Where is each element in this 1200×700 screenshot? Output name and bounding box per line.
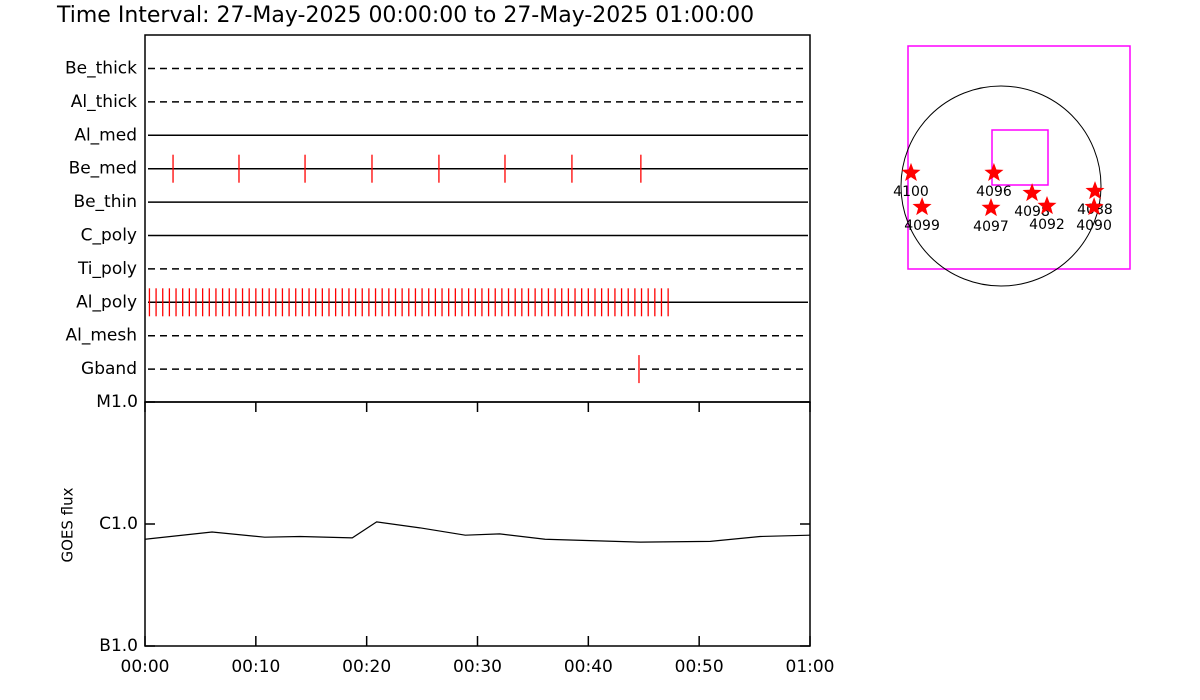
y-tick-label: M1.0 xyxy=(96,392,138,412)
region-label: 4097 xyxy=(973,219,1009,235)
region-marker xyxy=(1084,197,1104,216)
region-marker xyxy=(981,198,1001,217)
x-tick-label: 00:50 xyxy=(675,657,724,677)
region-label: 4098 xyxy=(1014,204,1050,220)
y-tick-label: C1.0 xyxy=(99,514,138,534)
y-tick-label: B1.0 xyxy=(99,636,138,656)
goes-line xyxy=(144,521,811,543)
x-tick-label: 00:10 xyxy=(231,657,280,677)
category-label: Al_med xyxy=(74,125,137,145)
region-marker xyxy=(984,162,1004,181)
category-label: Gband xyxy=(81,359,137,379)
category-label: Be_med xyxy=(69,159,137,179)
region-label: 4090 xyxy=(1076,218,1112,234)
fov-box xyxy=(907,45,1131,270)
region-label: 4099 xyxy=(904,218,940,234)
region-marker xyxy=(901,162,921,181)
region-label: 4096 xyxy=(976,184,1012,200)
category-label: C_poly xyxy=(81,226,137,246)
category-label: Al_thick xyxy=(71,92,137,112)
x-tick-label: 00:20 xyxy=(342,657,391,677)
chart-title: Time Interval: 27-May-2025 00:00:00 to 2… xyxy=(56,3,754,28)
region-label: 4100 xyxy=(893,184,929,200)
category-label: Be_thick xyxy=(65,59,137,79)
region-marker xyxy=(1085,181,1105,200)
x-tick-label: 00:40 xyxy=(564,657,613,677)
category-label: Ti_poly xyxy=(77,259,137,279)
y-axis-label: GOES flux xyxy=(59,487,77,562)
x-tick-label: 00:00 xyxy=(121,657,170,677)
target-box xyxy=(991,129,1049,186)
region-marker xyxy=(912,197,932,216)
x-tick-label: 00:30 xyxy=(453,657,502,677)
category-label: Be_thin xyxy=(73,192,137,212)
region-marker xyxy=(1037,196,1057,215)
x-tick-label: 01:00 xyxy=(786,657,835,677)
region-label: 4092 xyxy=(1029,217,1065,233)
category-label: Al_mesh xyxy=(65,326,137,346)
region-marker xyxy=(1022,183,1042,202)
category-label: Al_poly xyxy=(76,292,137,312)
solar-disk xyxy=(900,85,1102,287)
